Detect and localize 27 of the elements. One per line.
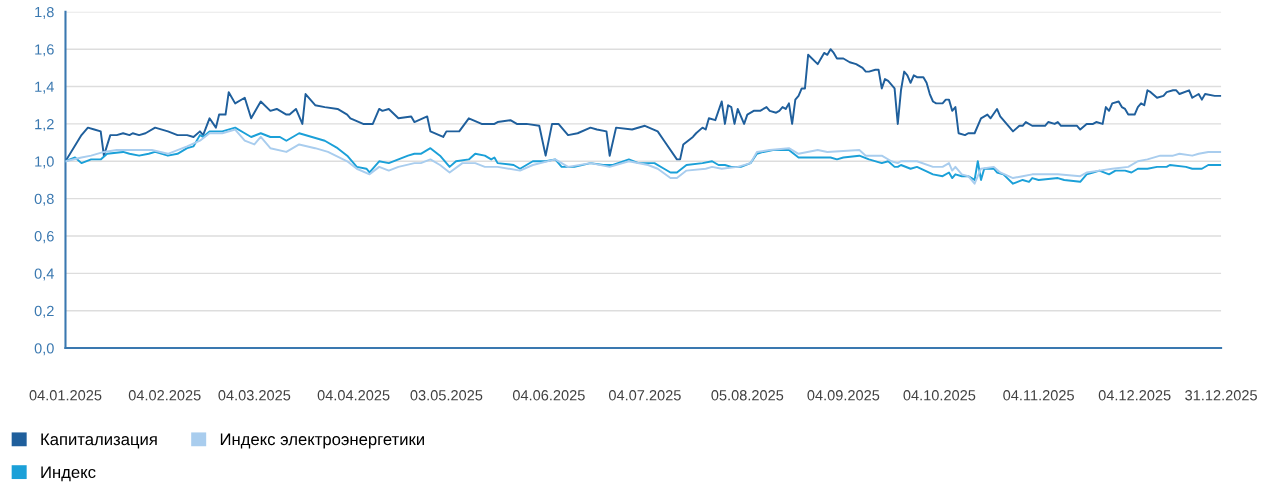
y-tick-label: 1,8 xyxy=(35,6,54,19)
x-tick-label: 04.01.2025 xyxy=(29,390,102,401)
y-tick-label: 0,2 xyxy=(34,305,54,318)
y-tick-label: 0,8 xyxy=(34,193,54,206)
legend-label: Индекс xyxy=(41,466,96,482)
x-tick-label: 04.03.2025 xyxy=(218,390,291,401)
y-tick-label: 1,2 xyxy=(35,119,54,132)
x-tick-label: 04.07.2025 xyxy=(608,390,681,401)
y-tick-label: 1,6 xyxy=(35,44,54,57)
y-tick-label: 0,4 xyxy=(34,268,54,281)
x-tick-label: 04.12.2025 xyxy=(1098,390,1171,401)
x-tick-label: 04.10.2025 xyxy=(903,390,976,401)
x-tick-label: 05.08.2025 xyxy=(711,390,784,401)
x-tick-label: 04.06.2025 xyxy=(512,390,585,401)
x-tick-label: 04.02.2025 xyxy=(128,390,201,401)
x-tick-label: 31.12.2025 xyxy=(1185,390,1257,401)
x-tick-label: 04.04.2025 xyxy=(317,390,390,401)
line-series xyxy=(65,48,1222,163)
y-tick-label: 0,6 xyxy=(34,231,54,244)
legend-label: Капитализация xyxy=(41,433,157,449)
legend-label: Индекс электроэнергетики xyxy=(220,433,424,449)
y-tick-label: 1,0 xyxy=(35,156,54,169)
x-tick-label: 04.09.2025 xyxy=(807,390,880,401)
y-tick-label: 0,0 xyxy=(34,343,54,356)
x-tick-label: 03.05.2025 xyxy=(410,390,483,401)
x-tick-label: 04.11.2025 xyxy=(1003,390,1074,401)
y-tick-label: 1,4 xyxy=(35,81,54,94)
